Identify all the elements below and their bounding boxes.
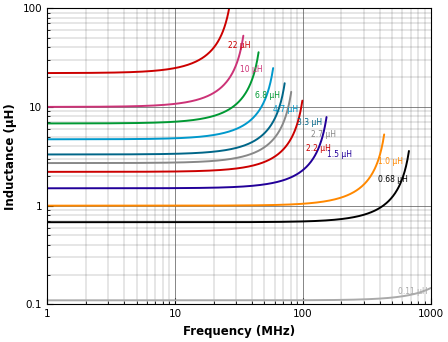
Text: 0.11 μH: 0.11 μH [397, 287, 427, 296]
Text: 2.2 μH: 2.2 μH [306, 144, 331, 153]
X-axis label: Frequency (MHz): Frequency (MHz) [183, 325, 295, 338]
Text: 0.68 μH: 0.68 μH [379, 175, 409, 184]
Text: 6.8 μH: 6.8 μH [255, 91, 280, 100]
Text: 1.0 μH: 1.0 μH [379, 157, 404, 166]
Text: 2.7 μH: 2.7 μH [310, 130, 336, 140]
Text: 10 μH: 10 μH [240, 65, 262, 74]
Text: 22 μH: 22 μH [228, 41, 250, 50]
Y-axis label: Inductance (μH): Inductance (μH) [4, 103, 17, 210]
Text: 3.3 μH: 3.3 μH [297, 118, 322, 127]
Text: 4.7 μH: 4.7 μH [273, 105, 298, 114]
Text: 1.5 μH: 1.5 μH [327, 150, 352, 159]
